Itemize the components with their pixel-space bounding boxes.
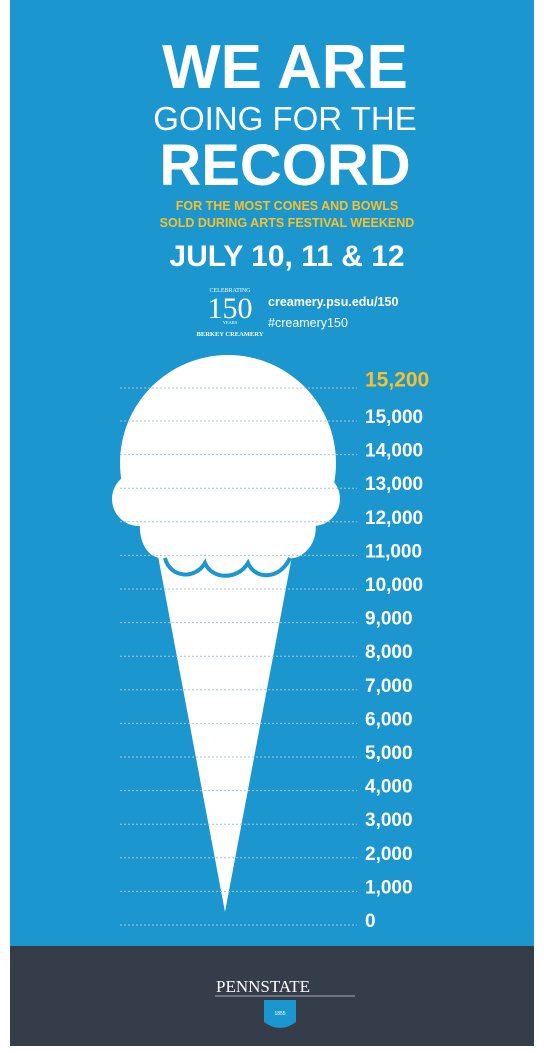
- title: WE ARE: [162, 33, 408, 102]
- scale-label: 0: [365, 911, 376, 932]
- scale-label: 12,000: [365, 508, 423, 529]
- scale-label: 1,000: [365, 877, 413, 898]
- scale-label: 4,000: [365, 777, 413, 798]
- scale-label: 13,000: [365, 474, 423, 495]
- url: creamery.psu.edu/150: [268, 295, 398, 309]
- poster: WE ARE GOING FOR THE RECORD FOR THE MOST…: [0, 0, 544, 1053]
- scale-label: 15,000: [365, 407, 423, 428]
- subtitle: FOR THE MOST CONES AND BOWLS: [176, 199, 398, 213]
- scale-label: 11,000: [365, 541, 422, 562]
- hashtag: #creamery150: [268, 316, 348, 330]
- scale-label: 9,000: [365, 609, 413, 630]
- goal-label: 15,200: [365, 369, 429, 392]
- scoop-band: [112, 472, 340, 526]
- title: GOING FOR THE: [153, 100, 416, 137]
- scale-label: 6,000: [365, 709, 413, 730]
- subtitle: SOLD DURING ARTS FESTIVAL WEEKEND: [160, 216, 415, 230]
- brand: PENNSTATE: [216, 977, 310, 996]
- scale-label: 10,000: [365, 575, 423, 596]
- logo-text: BERKEY CREAMERY: [197, 331, 264, 338]
- page: WE ARE GOING FOR THE RECORD FOR THE MOST…: [0, 0, 544, 1053]
- scale-label: 3,000: [365, 810, 413, 831]
- shield-year: 1855: [274, 1011, 285, 1017]
- scale-label: 7,000: [365, 676, 413, 697]
- scale-label: 2,000: [365, 844, 413, 865]
- logo-text: YEARS: [223, 320, 238, 325]
- scale-label: 5,000: [365, 743, 413, 764]
- title: RECORD: [159, 133, 410, 198]
- scale-label: 14,000: [365, 441, 423, 462]
- dates: JULY 10, 11 & 12: [169, 240, 404, 273]
- scale-label: 8,000: [365, 642, 413, 663]
